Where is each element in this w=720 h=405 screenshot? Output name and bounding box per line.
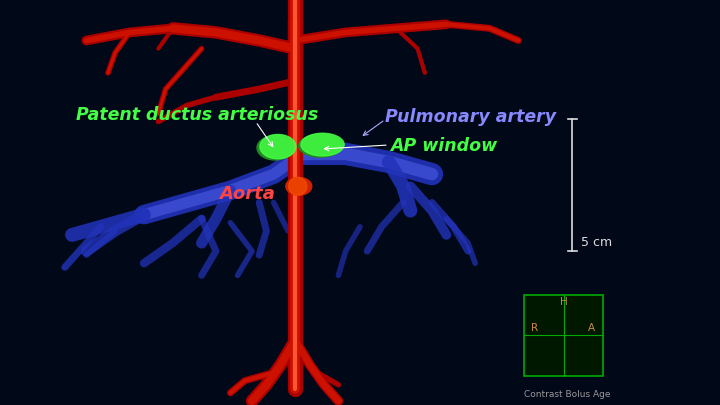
Polygon shape (301, 133, 344, 156)
Polygon shape (257, 136, 293, 160)
Text: R: R (531, 323, 538, 333)
Polygon shape (299, 134, 342, 157)
Text: Pulmonary artery: Pulmonary artery (385, 109, 557, 126)
Polygon shape (260, 134, 296, 159)
Text: Contrast Bolus Age: Contrast Bolus Age (524, 390, 611, 399)
Text: Aorta: Aorta (220, 185, 276, 203)
Text: H: H (560, 297, 567, 307)
Text: AP window: AP window (390, 137, 498, 155)
Text: Patent ductus arteriosus: Patent ductus arteriosus (76, 107, 318, 124)
Bar (524, 295, 603, 376)
Polygon shape (286, 177, 312, 195)
Text: A: A (588, 323, 595, 333)
Text: 5 cm: 5 cm (581, 236, 612, 249)
Polygon shape (289, 177, 307, 195)
